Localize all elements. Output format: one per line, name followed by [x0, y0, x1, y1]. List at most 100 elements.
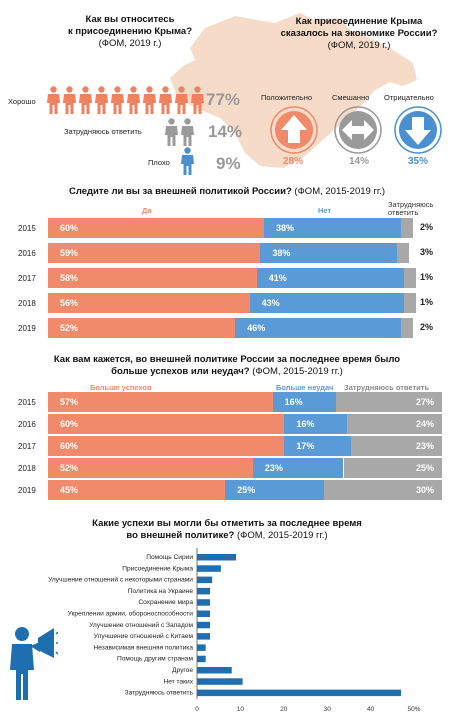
stacked-bar-row: 58% 41%	[48, 268, 417, 288]
chart2-source: (ФОМ, 2015-2019 гг.)	[252, 365, 343, 377]
category-label: Другое	[172, 667, 193, 674]
q1-source: (ФОМ, 2019 г.)	[98, 37, 162, 49]
bar	[197, 565, 221, 572]
chart3-title-line1: Какие успехи вы могли бы отметить за пос…	[92, 518, 362, 529]
bar-segment: 25%	[343, 458, 442, 478]
bar-segment: 59%	[48, 243, 261, 263]
person-icon	[78, 86, 93, 119]
bar-value-label: 1%	[420, 272, 434, 282]
q2-value-mixed: 14%	[349, 156, 370, 167]
chart1-title: Следите ли вы за внешней политикой Росси…	[0, 186, 454, 198]
q1-label-mixed: Затрудняюсь ответить	[64, 127, 142, 136]
chart1-legend-no: Нет	[318, 206, 332, 215]
category-label: Присоединение Крыма	[122, 565, 193, 572]
stacked-bar-row: 52% 23% 25%	[48, 458, 442, 478]
bar-value-label: 2%	[420, 222, 434, 232]
x-tick-label: 20	[280, 706, 288, 713]
bar-segment	[404, 293, 417, 313]
category-label: Укреплении армии, обороноспособности	[68, 610, 194, 618]
chart1-legend-unsure: Затрудняюсь ответить	[388, 200, 434, 218]
chart2-title-line2: больше успехов или неудач?	[111, 365, 250, 377]
q1-title-line2: к присоединению Крыма?	[67, 25, 193, 37]
stacked-bar-row: 56% 43%	[48, 293, 417, 313]
bar	[197, 633, 211, 640]
bar-segment: 43%	[249, 293, 405, 313]
bar	[197, 576, 213, 584]
person-icon	[110, 86, 125, 119]
year-label: 2017	[18, 274, 36, 283]
q1-value-mixed: 14%	[208, 122, 243, 141]
chart1-title-text: Следите ли вы за внешней политикой Росси…	[68, 186, 292, 197]
bar-segment: 16%	[284, 414, 348, 434]
chart3-title-line2: во внешней политике?	[126, 529, 235, 541]
q2-label-positive: Положительно	[261, 93, 313, 102]
chart2-title: Как вам кажется, во внешней политике Рос…	[0, 354, 454, 378]
bar	[197, 689, 401, 697]
bar	[197, 644, 206, 651]
arrow-up-circle-icon	[270, 106, 318, 154]
bar-segment: 30%	[323, 480, 442, 500]
chart2-title-line1: Как вам кажется, во внешней политике Рос…	[53, 354, 401, 365]
crimea-map	[170, 13, 417, 168]
chart3-source: (ФОМ, 2015-2019 гг.)	[236, 529, 328, 541]
bar	[197, 554, 237, 561]
bar-segment	[400, 318, 413, 338]
q1-label-good: Хорошо	[8, 97, 36, 106]
stacked-bar-row: 60% 17% 23%	[48, 436, 442, 456]
people-icons-bad	[180, 147, 200, 177]
bar-segment	[397, 243, 410, 263]
x-tick-label: 40	[367, 706, 375, 713]
bar-segment: 45%	[48, 480, 226, 500]
bar-segment: 25%	[225, 480, 324, 500]
category-label: Затрудняюсь ответить	[125, 690, 194, 697]
q1-title-line1: Как вы относитесь	[85, 14, 175, 25]
person-icon	[62, 86, 77, 119]
bar-segment: 57%	[48, 392, 273, 412]
bar	[197, 667, 232, 674]
q2-title: Как присоединение Крыма сказалось на эко…	[270, 16, 448, 52]
person-icon	[158, 86, 173, 119]
bar-segment: 46%	[235, 318, 401, 338]
bar-segment: 23%	[351, 436, 442, 456]
person-icon	[190, 86, 205, 119]
year-label: 2015	[18, 224, 36, 233]
category-label: Помощь другим странам	[117, 656, 193, 663]
stacked-bar-row: 59% 38%	[48, 243, 410, 263]
chart2-legend-failure: Больше неудач	[276, 383, 334, 392]
people-icons-mixed	[164, 118, 204, 146]
category-label: Помощь Сирии	[146, 554, 193, 561]
chart3-plot: Помощь Сирии Присоединение Крыма Улучшение…	[48, 548, 421, 713]
x-tick-label: 10	[237, 706, 245, 713]
bar	[197, 678, 243, 685]
bar	[197, 587, 211, 595]
q2-value-negative: 35%	[408, 156, 429, 167]
q2-source: (ФОМ, 2019 г.)	[327, 39, 391, 51]
people-icons-good	[46, 86, 208, 114]
q2-title-line2: сказалось на экономике России?	[280, 27, 438, 39]
bar-segment: 58%	[48, 268, 257, 288]
person-icon	[180, 118, 195, 151]
person-icon	[94, 86, 109, 119]
person-icon	[174, 86, 189, 119]
chart1-legend-yes: Да	[142, 206, 152, 215]
person-icon	[46, 86, 61, 119]
bar-segment: 52%	[48, 318, 236, 338]
bar-segment	[404, 268, 417, 288]
arrow-down-circle-icon	[394, 106, 442, 154]
chart2-plot: 2015 57% 16% 27% 2016 60% 16% 24% 2017 60% 17% 23% 2…	[0, 392, 454, 508]
q1-value-good: 77%	[206, 90, 241, 109]
q1-label-bad: Плохо	[148, 158, 170, 167]
arrows-left-right-circle-icon	[334, 106, 382, 154]
bar-value-label: 1%	[420, 297, 434, 307]
year-label: 2016	[18, 249, 36, 258]
person-icon	[126, 86, 141, 119]
category-label: Сохранение мира	[138, 599, 193, 606]
stacked-bar-row: 60% 38%	[48, 218, 413, 238]
year-label: 2018	[18, 299, 36, 308]
year-label: 2015	[18, 398, 36, 407]
year-label: 2017	[18, 442, 36, 451]
stacked-bar-row: 52% 46%	[48, 318, 413, 338]
person-megaphone-icon	[10, 627, 58, 700]
x-tick-label: 50%	[407, 706, 420, 713]
category-label: Нет таких	[163, 678, 193, 685]
